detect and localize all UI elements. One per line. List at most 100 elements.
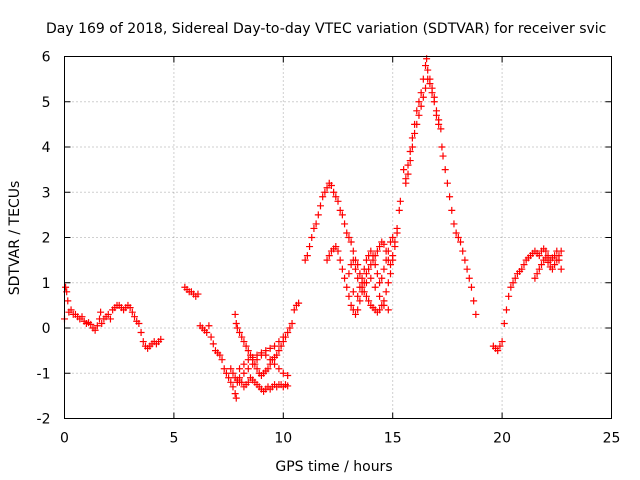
data-point — [352, 310, 360, 318]
data-point — [244, 356, 252, 364]
data-point — [369, 252, 377, 260]
y-tick-label: 4 — [42, 140, 51, 156]
data-point — [106, 315, 114, 323]
data-point — [349, 256, 357, 264]
data-point — [257, 349, 265, 357]
data-point — [384, 306, 392, 314]
data-point — [275, 365, 283, 373]
data-point — [319, 193, 327, 201]
y-tick-label: -2 — [37, 412, 51, 428]
data-point — [356, 270, 364, 278]
data-point — [498, 338, 506, 346]
data-point — [277, 342, 285, 350]
chart-title: Day 169 of 2018, Sidereal Day-to-day VTE… — [46, 21, 606, 37]
data-point — [430, 98, 438, 106]
data-point — [266, 344, 274, 352]
data-point — [557, 265, 565, 273]
data-point — [373, 247, 381, 255]
data-point — [387, 261, 395, 269]
data-point — [209, 340, 217, 348]
data-point — [520, 261, 528, 269]
data-point — [218, 356, 226, 364]
data-point — [336, 206, 344, 214]
data-point — [284, 382, 292, 390]
data-point — [249, 353, 257, 361]
data-point — [275, 338, 283, 346]
data-point — [67, 306, 75, 314]
data-point — [271, 360, 279, 368]
data-point — [240, 338, 248, 346]
data-point — [203, 329, 211, 337]
data-point — [332, 193, 340, 201]
data-point — [354, 292, 362, 300]
data-point — [271, 342, 279, 350]
data-point — [332, 243, 340, 251]
data-point — [157, 335, 165, 343]
data-point — [422, 84, 430, 92]
data-point — [360, 265, 368, 273]
x-tick-labels: 0 5 10 15 20 25 — [60, 431, 620, 447]
data-point — [509, 279, 517, 287]
data-point — [279, 333, 287, 341]
data-point — [393, 229, 401, 237]
data-point — [352, 265, 360, 273]
data-point — [511, 274, 519, 282]
data-point — [104, 310, 112, 318]
data-point — [435, 120, 443, 128]
data-point — [194, 290, 202, 298]
data-point — [139, 338, 147, 346]
data-point — [378, 274, 386, 282]
data-point — [371, 283, 379, 291]
data-point — [349, 288, 357, 296]
data-point — [402, 179, 410, 187]
data-point — [135, 319, 143, 327]
y-tick-label: 2 — [42, 231, 51, 247]
data-point — [380, 240, 388, 248]
y-tick-label: 6 — [42, 50, 51, 66]
data-point — [316, 202, 324, 210]
data-point — [382, 256, 390, 264]
y-tick-label: 5 — [42, 95, 51, 111]
data-point — [128, 308, 136, 316]
data-point — [426, 80, 434, 88]
grid-lines — [64, 56, 612, 419]
data-point — [500, 319, 508, 327]
data-point — [389, 234, 397, 241]
data-point — [91, 326, 99, 334]
data-point — [356, 297, 364, 305]
data-point — [419, 93, 427, 101]
data-point — [238, 333, 246, 341]
plot-frame — [64, 56, 612, 419]
data-point — [93, 322, 101, 330]
data-point — [400, 166, 408, 174]
data-point — [97, 308, 105, 316]
data-point — [137, 329, 145, 337]
data-point — [467, 283, 475, 291]
data-point — [496, 342, 504, 350]
x-tick-label: 15 — [384, 431, 402, 447]
data-point — [367, 274, 375, 282]
data-point — [334, 247, 342, 255]
data-point — [323, 184, 331, 192]
data-point — [384, 247, 392, 255]
data-point — [253, 365, 261, 373]
data-point — [312, 220, 320, 228]
data-point — [301, 256, 309, 264]
data-point — [457, 238, 465, 246]
data-point — [446, 193, 454, 201]
data-point — [232, 394, 240, 402]
data-point — [535, 265, 543, 273]
data-point — [338, 211, 346, 219]
data-point — [347, 301, 355, 309]
data-point — [415, 111, 423, 119]
data-point — [345, 292, 353, 300]
x-tick-label: 25 — [603, 431, 621, 447]
data-point — [303, 252, 311, 260]
data-point — [349, 247, 357, 255]
data-point — [308, 234, 316, 241]
data-point — [231, 390, 239, 398]
data-point — [244, 347, 252, 355]
data-point — [505, 292, 513, 300]
data-point — [424, 75, 432, 83]
